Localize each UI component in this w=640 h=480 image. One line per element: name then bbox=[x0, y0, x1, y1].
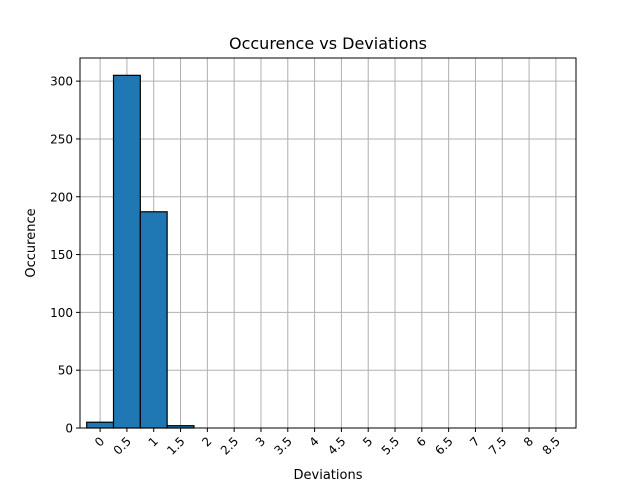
y-tick-label: 0 bbox=[65, 422, 73, 436]
x-tick-label: 7 bbox=[467, 434, 482, 449]
y-tick-label: 50 bbox=[58, 364, 73, 378]
x-tick-label: 6 bbox=[414, 434, 429, 449]
y-tick-label: 100 bbox=[50, 306, 73, 320]
histogram-bar bbox=[139, 211, 168, 429]
y-tick-label: 200 bbox=[50, 190, 73, 204]
x-tick-label: 3.5 bbox=[272, 434, 295, 457]
x-tick-label: 3 bbox=[253, 434, 268, 449]
plot-frame bbox=[79, 57, 577, 429]
x-tick-label: 5 bbox=[360, 434, 375, 449]
y-axis-ticks: 0 50 100 150 200 250 300 bbox=[50, 75, 80, 436]
y-tick-label: 250 bbox=[50, 132, 73, 146]
x-axis-ticks: 0 0.5 1 1.5 2 2.5 3 3.5 4 4.5 5 5.5 6 6.5 7 7.5 8 8.5 bbox=[92, 428, 563, 458]
x-tick-label: 0.5 bbox=[111, 434, 134, 457]
x-tick-label: 8 bbox=[521, 434, 536, 449]
x-tick-label: 7.5 bbox=[486, 434, 509, 457]
x-tick-label: 0 bbox=[92, 434, 107, 449]
x-tick-label: 4.5 bbox=[325, 434, 348, 457]
y-axis-label: Occurence bbox=[24, 208, 39, 277]
x-tick-label: 8.5 bbox=[540, 434, 563, 457]
y-tick-label: 150 bbox=[50, 248, 73, 262]
x-tick-label: 1 bbox=[146, 434, 161, 449]
bars bbox=[86, 74, 195, 429]
x-tick-label: 6.5 bbox=[432, 434, 455, 457]
x-tick-label: 1.5 bbox=[164, 434, 187, 457]
x-tick-label: 4 bbox=[306, 434, 321, 449]
y-tick-label: 300 bbox=[50, 75, 73, 89]
x-tick-label: 2.5 bbox=[218, 434, 241, 457]
chart-title: Occurence vs Deviations bbox=[229, 34, 427, 53]
histogram-bar bbox=[112, 74, 141, 429]
x-tick-label: 5.5 bbox=[379, 434, 402, 457]
x-tick-label: 2 bbox=[199, 434, 214, 449]
grid-lines bbox=[80, 58, 576, 429]
x-axis-label: Deviations bbox=[294, 468, 363, 480]
histogram-bar bbox=[86, 421, 115, 429]
